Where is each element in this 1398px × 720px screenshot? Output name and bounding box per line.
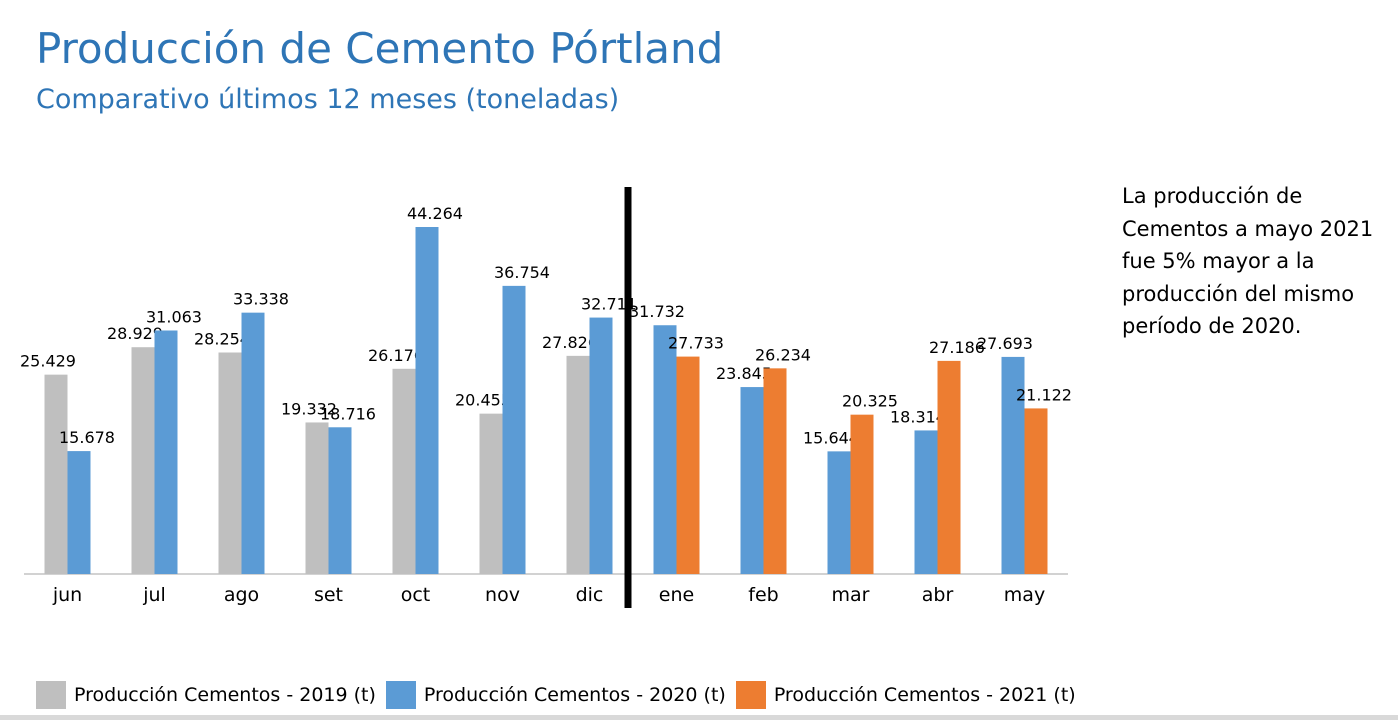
bar-jul-0	[131, 347, 155, 574]
x-tick-label-ene: ene	[659, 584, 694, 606]
legend-item-2021: Producción Cementos - 2021 (t)	[735, 681, 1076, 709]
data-label-feb-1: 23.845	[716, 364, 772, 383]
x-tick-label-ago: ago	[224, 584, 259, 606]
x-tick-label-nov: nov	[485, 584, 520, 606]
data-label-jul-1: 31.063	[146, 307, 202, 326]
bar-nov-0	[479, 413, 503, 574]
bar-may-1	[1001, 356, 1025, 574]
bar-feb-2	[763, 368, 787, 574]
data-label-set-1: 18.716	[320, 404, 376, 423]
data-label-abr-2: 27.186	[929, 338, 985, 357]
bar-may-2	[1024, 408, 1048, 574]
data-label-dic-0: 27.826	[542, 333, 598, 352]
data-label-ene-2: 27.733	[668, 334, 724, 353]
bar-jun-0	[44, 374, 68, 574]
data-label-nov-1: 36.754	[494, 263, 550, 282]
bar-mar-1	[827, 451, 851, 574]
bottom-rule	[0, 715, 1398, 720]
page-title: Producción de Cemento Pórtland	[36, 24, 724, 73]
x-tick-label-oct: oct	[401, 584, 431, 606]
bar-nov-1	[502, 285, 526, 574]
bar-dic-0	[566, 355, 590, 574]
data-label-may-1: 27.693	[977, 334, 1033, 353]
data-label-ene-1: 31.732	[629, 302, 685, 321]
data-label-jun-0: 25.429	[20, 352, 76, 371]
legend-label-2020: Producción Cementos - 2020 (t)	[423, 684, 726, 706]
bar-ene-2	[676, 356, 700, 574]
legend-label-2019: Producción Cementos - 2019 (t)	[74, 684, 376, 706]
bar-dic-1	[589, 317, 613, 574]
data-label-mar-1: 15.644	[803, 428, 859, 447]
bar-ago-0	[218, 352, 242, 574]
bar-ene-1	[653, 325, 677, 574]
x-tick-label-set: set	[314, 584, 343, 606]
x-tick-label-jun: jun	[52, 584, 82, 606]
legend-swatch-2021	[735, 681, 766, 709]
x-tick-label-feb: feb	[748, 584, 778, 606]
bar-jun-1	[67, 451, 91, 574]
page-subtitle: Comparativo últimos 12 meses (toneladas)	[36, 84, 620, 115]
chart-legend: Producción Cementos - 2019 (t) Producció…	[36, 680, 1076, 710]
data-label-oct-1: 44.264	[407, 204, 463, 223]
bar-oct-0	[392, 368, 416, 574]
bar-set-0	[305, 422, 329, 574]
x-tick-label-jul: jul	[142, 584, 166, 606]
legend-item-2020: Producción Cementos - 2020 (t)	[385, 681, 726, 709]
x-tick-label-dic: dic	[576, 584, 604, 606]
x-tick-label-mar: mar	[832, 584, 870, 606]
legend-swatch-2019	[36, 681, 66, 709]
data-label-mar-2: 20.325	[842, 392, 898, 411]
legend-label-2021: Producción Cementos - 2021 (t)	[773, 684, 1076, 706]
bar-abr-1	[914, 430, 938, 574]
x-tick-label-may: may	[1004, 584, 1045, 606]
data-label-set-0: 19.332	[281, 399, 337, 418]
data-label-feb-2: 26.234	[755, 345, 811, 364]
bar-mar-2	[850, 414, 874, 574]
bar-jul-1	[154, 330, 178, 574]
bar-ago-1	[241, 312, 265, 574]
data-label-jun-1: 15.678	[59, 428, 115, 447]
bar-feb-1	[740, 387, 764, 574]
data-label-jul-0: 28.929	[107, 324, 163, 343]
data-label-ago-1: 33.338	[233, 290, 289, 309]
bar-oct-1	[415, 227, 439, 574]
legend-swatch-2020	[385, 681, 416, 709]
commentary-note: La producción de Cementos a mayo 2021 fu…	[1122, 184, 1374, 338]
bar-abr-2	[937, 360, 961, 574]
data-label-oct-0: 26.176	[368, 346, 424, 365]
data-label-may-2: 21.122	[1016, 385, 1072, 404]
x-tick-label-abr: abr	[922, 584, 954, 606]
data-label-nov-0: 20.455	[455, 391, 511, 410]
data-label-ago-0: 28.254	[194, 330, 250, 349]
bar-set-1	[328, 427, 352, 574]
data-label-abr-1: 18.314	[890, 407, 946, 426]
data-label-dic-1: 32.711	[581, 295, 637, 314]
legend-item-2019: Producción Cementos - 2019 (t)	[36, 681, 376, 709]
